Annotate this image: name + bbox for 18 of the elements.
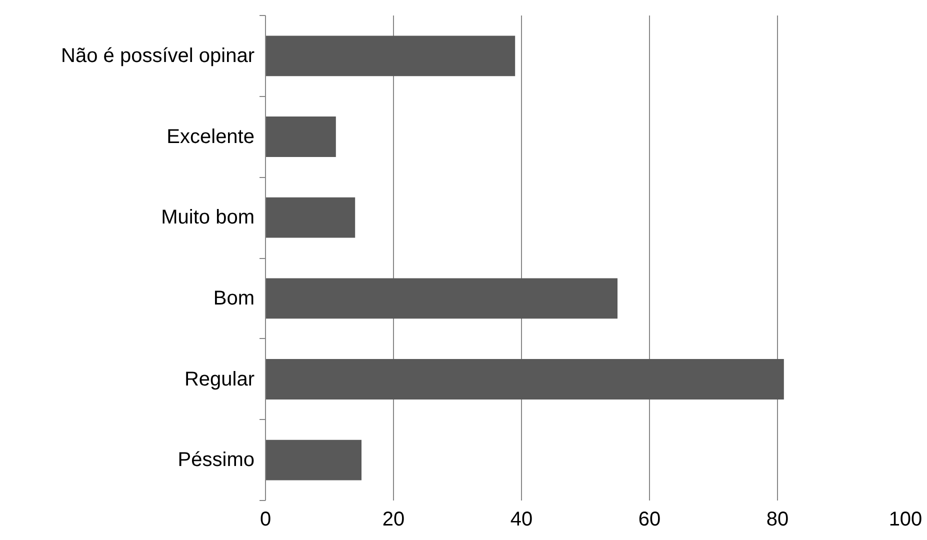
x-tick-label: 0: [260, 508, 272, 530]
x-tick-label: 40: [510, 508, 533, 530]
x-tick-label: 80: [766, 508, 789, 530]
x-tick-label: 20: [382, 508, 405, 530]
bar: [266, 116, 336, 157]
y-tick-label: Não é possível opinar: [61, 44, 255, 67]
bar: [266, 197, 356, 238]
y-tick-label: Regular: [184, 368, 255, 390]
y-tick-label: Bom: [213, 287, 254, 310]
bar: [266, 36, 516, 76]
y-tick-label: Péssimo: [178, 449, 255, 472]
y-tick-label: Excelente: [166, 126, 255, 148]
bar: [266, 440, 362, 480]
bar: [266, 278, 618, 319]
x-tick-label: 60: [638, 508, 661, 530]
y-tick-label: Muito bom: [161, 206, 255, 229]
bar: [266, 359, 784, 400]
x-tick-label: 100: [888, 508, 922, 530]
